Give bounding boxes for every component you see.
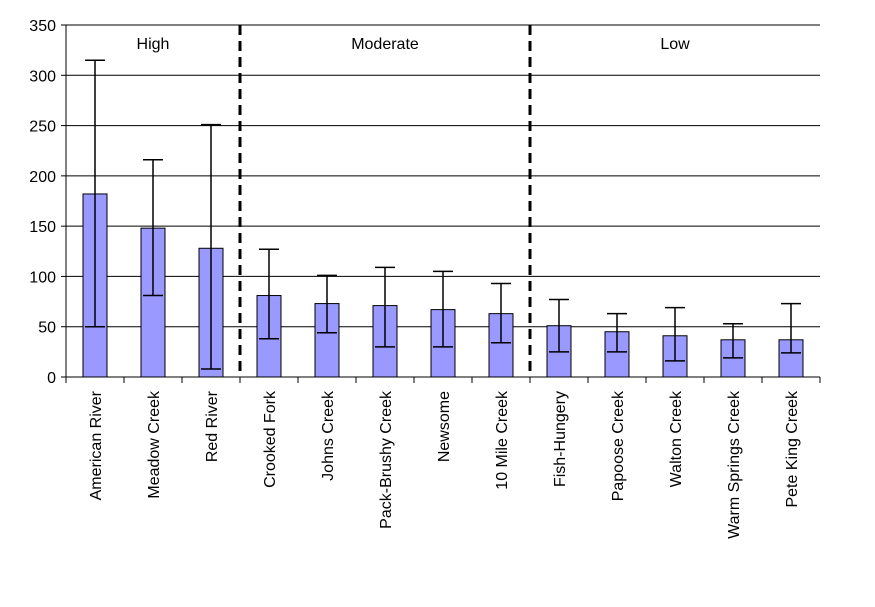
group-dividers [238, 25, 532, 377]
group-label: Moderate [351, 36, 419, 53]
x-category-label: Pack-Brushy Creek [378, 390, 395, 529]
x-category-label: Meadow Creek [146, 390, 163, 499]
x-category-label: Fish-Hungery [552, 391, 569, 487]
y-tick-label: 200 [29, 169, 56, 186]
x-category-label: Red River [204, 390, 221, 462]
y-tick-label: 300 [29, 68, 56, 85]
y-tick-label: 50 [38, 320, 56, 337]
y-tick-label: 250 [29, 119, 56, 136]
y-tick-label: 0 [47, 370, 56, 387]
x-category-label: Johns Creek [320, 390, 337, 481]
group-labels: High Moderate Low [137, 36, 691, 53]
x-category-label: Pete King Creek [784, 390, 801, 508]
x-category-labels: American River Meadow Creek Red River Crook… [88, 390, 801, 539]
y-tick-label: 150 [29, 219, 56, 236]
x-category-label: 10 Mile Creek [494, 390, 511, 490]
group-label: High [137, 36, 170, 53]
gridlines [66, 24, 820, 328]
x-category-label: Newsome [436, 391, 453, 462]
group-label: Low [660, 36, 690, 53]
x-category-label: Walton Creek [668, 390, 685, 487]
x-category-label: Papoose Creek [610, 390, 627, 501]
error-bars [85, 59, 801, 370]
x-category-label: Warm Springs Creek [726, 390, 743, 539]
y-tick-label: 350 [29, 18, 56, 35]
x-category-label: Crooked Fork [262, 390, 279, 488]
y-tick-label: 100 [29, 269, 56, 286]
x-category-label: American River [88, 390, 105, 500]
axes [61, 24, 821, 383]
y-tick-labels: 0 50 100 150 200 250 300 350 [29, 18, 56, 387]
